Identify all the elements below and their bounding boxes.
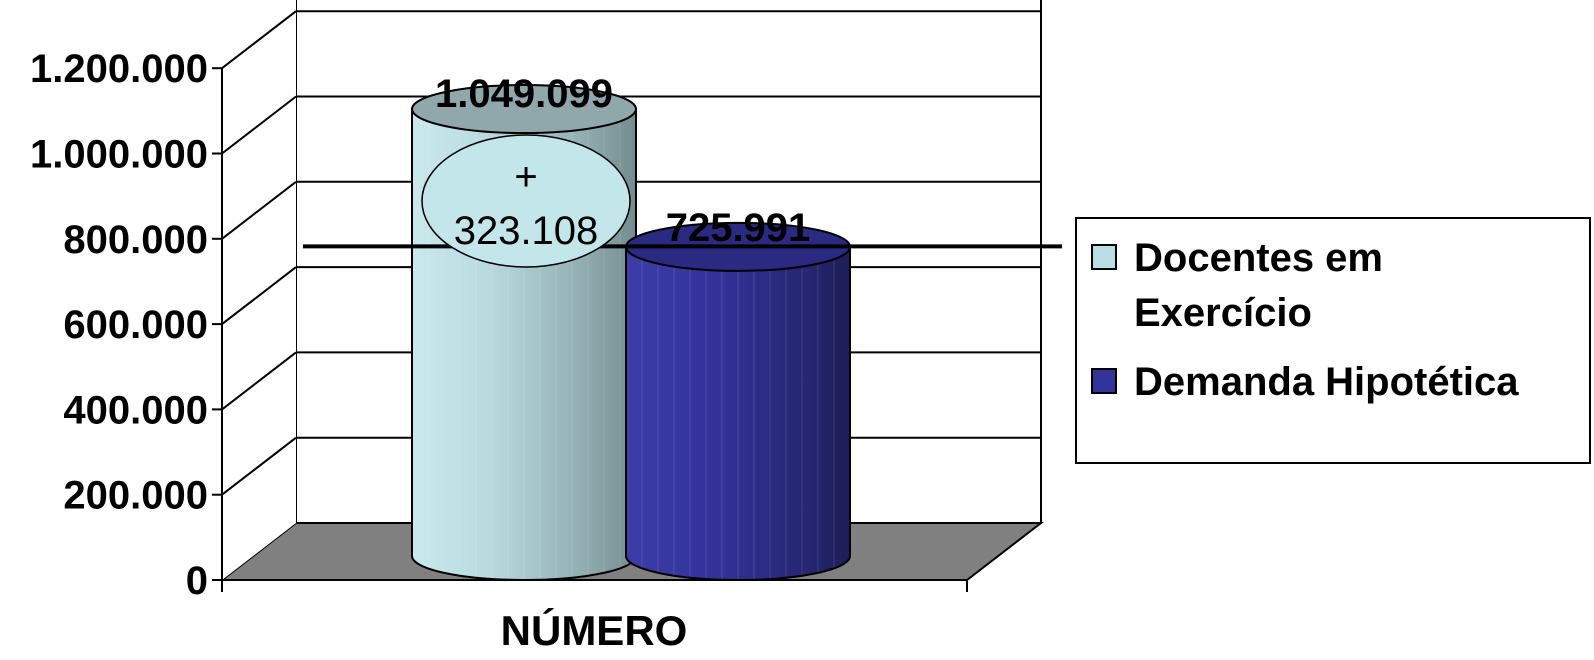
data-label: 725.991 [666,206,811,250]
y-tick-label: 1.200.000 [30,47,208,91]
legend-label-docentes-line2: Exercício [1134,291,1312,335]
y-tick-label: 600.000 [63,303,208,347]
callout-plus-sign: + [514,155,537,199]
gridline-side [221,181,297,240]
difference-callout: + 323.108 [421,134,631,268]
callout-difference-value: 323.108 [454,209,599,253]
bar-docentes-top [411,84,637,135]
y-tick-label: 1.000.000 [30,133,208,177]
category-label: NÚMERO [501,606,688,654]
bar-demanda [625,221,851,581]
bar-demanda-body [625,245,851,581]
data-label: 1.049.099 [435,72,613,116]
y-tick-label: 400.000 [63,388,208,432]
legend-swatch-docentes [1091,244,1117,270]
gridline-side [221,10,297,69]
legend: Docentes em Exercício Demanda Hipotética [1075,217,1591,464]
bars [411,84,851,581]
gridline-side [221,95,297,155]
y-tick-label: 0 [186,559,208,603]
callout-ellipse [421,134,631,268]
y-tick-label: 800.000 [63,218,208,262]
y-tick-label: 200.000 [63,474,208,518]
gridline-side [221,351,297,411]
y-axis: 0 200.000 400.000 600.000 800.000 1.000.000 1.… [30,47,968,603]
gridline-side [221,266,297,325]
gridline-side [221,436,297,496]
legend-label-docentes-line1: Docentes em [1134,236,1383,280]
legend-swatch-demanda [1091,368,1117,394]
side-wall [222,0,296,580]
legend-box [1075,217,1591,464]
legend-label-demanda: Demanda Hipotética [1134,360,1519,404]
data-labels: 1.049.099 725.991 [435,72,810,250]
